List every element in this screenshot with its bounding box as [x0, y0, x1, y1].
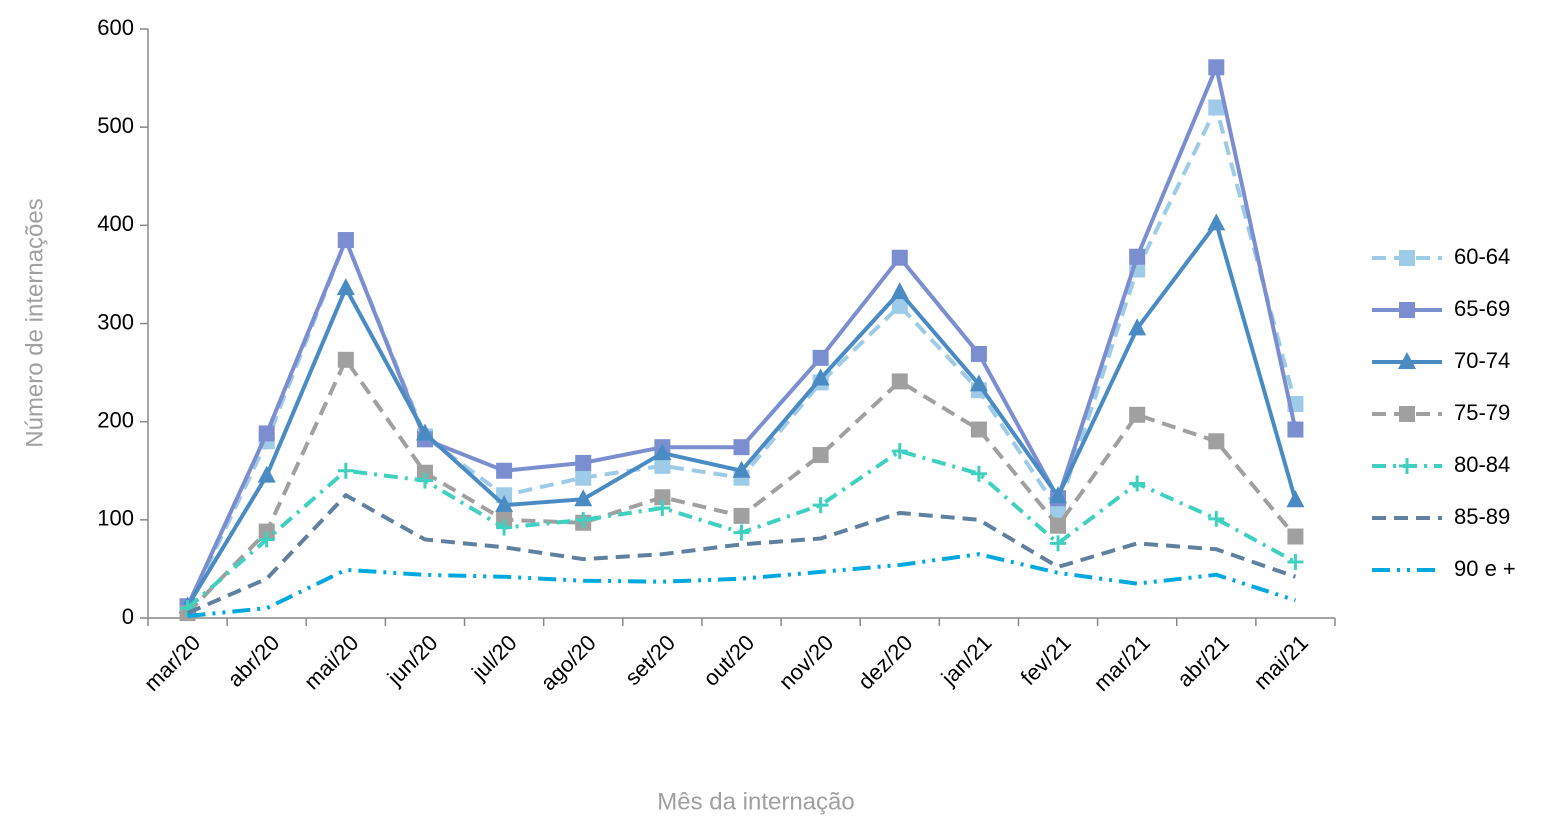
marker	[1050, 535, 1067, 552]
x-tick-label: dez/20	[853, 630, 917, 694]
x-tick-label: fev/21	[1016, 630, 1076, 690]
marker	[337, 351, 354, 368]
series	[179, 443, 1304, 617]
series-line	[186, 492, 1297, 615]
marker	[257, 465, 276, 483]
y-tick-label: 400	[97, 211, 134, 236]
x-tick-label: set/20	[620, 630, 680, 690]
legend-label: 70-74	[1454, 348, 1510, 373]
series	[187, 552, 1297, 619]
x-tick-label: mai/20	[299, 630, 363, 694]
marker	[811, 368, 830, 386]
marker	[653, 443, 672, 461]
marker	[733, 524, 750, 541]
marker	[891, 373, 908, 390]
marker	[891, 443, 908, 460]
marker	[575, 469, 592, 486]
marker	[969, 374, 988, 392]
x-tick-label: out/20	[698, 630, 759, 691]
y-tick-label: 100	[97, 506, 134, 531]
marker	[258, 531, 275, 548]
x-tick-label: mar/21	[1089, 630, 1155, 696]
marker	[891, 249, 908, 266]
series-line	[187, 552, 1297, 619]
marker	[1129, 406, 1146, 423]
marker	[1208, 510, 1225, 527]
legend-label: 90 e +	[1454, 556, 1516, 581]
marker	[179, 600, 196, 617]
marker	[1287, 528, 1304, 545]
marker	[732, 460, 751, 478]
y-tick-label: 200	[97, 407, 134, 432]
marker	[733, 439, 750, 456]
x-tick-label: nov/20	[774, 630, 838, 694]
marker	[1049, 486, 1068, 504]
x-tick-label: jul/20	[466, 630, 522, 686]
y-tick-label: 600	[97, 15, 134, 40]
marker	[1128, 318, 1147, 336]
marker	[970, 345, 987, 362]
marker	[1207, 213, 1226, 231]
marker	[891, 297, 908, 314]
series	[179, 351, 1304, 622]
marker	[1208, 59, 1225, 76]
marker	[1050, 517, 1067, 534]
y-tick-label: 500	[97, 113, 134, 138]
marker	[337, 232, 354, 249]
x-tick-label: mai/21	[1249, 630, 1313, 694]
x-tick-label: abr/21	[1172, 630, 1234, 692]
legend-label: 65-69	[1454, 296, 1510, 321]
marker	[654, 500, 671, 517]
marker	[733, 507, 750, 524]
marker	[416, 472, 433, 489]
x-axis-title: Mês da internação	[657, 788, 854, 815]
marker	[1129, 475, 1146, 492]
y-axis-title: Número de internações	[21, 198, 48, 447]
marker	[654, 457, 671, 474]
marker	[415, 423, 434, 441]
legend-marker	[1399, 250, 1415, 266]
legend-label: 75-79	[1454, 400, 1510, 425]
x-tick-label: ago/20	[536, 630, 601, 695]
marker	[890, 282, 909, 300]
series-line	[186, 355, 1297, 615]
marker	[336, 278, 355, 296]
marker	[970, 465, 987, 482]
series	[178, 213, 1305, 614]
marker	[970, 421, 987, 438]
marker	[1129, 248, 1146, 265]
y-tick-label: 300	[97, 309, 134, 334]
marker	[1208, 433, 1225, 450]
marker	[812, 349, 829, 366]
x-tick-label: abr/20	[223, 630, 285, 692]
x-tick-label: jun/20	[382, 630, 443, 691]
marker	[1287, 421, 1304, 438]
legend-marker	[1399, 458, 1415, 474]
legend-label: 60-64	[1454, 244, 1510, 269]
marker	[812, 447, 829, 464]
legend-label: 85-89	[1454, 504, 1510, 529]
marker	[575, 511, 592, 528]
marker	[496, 519, 513, 536]
legend-marker	[1399, 302, 1415, 318]
legend-marker	[1399, 406, 1415, 422]
marker	[574, 489, 593, 507]
legend-marker	[1398, 352, 1416, 369]
marker	[1287, 554, 1304, 571]
marker	[1286, 490, 1305, 508]
x-tick-label: mar/20	[139, 630, 205, 696]
marker	[496, 462, 513, 479]
x-tick-label: jan/21	[936, 630, 997, 691]
marker	[654, 489, 671, 506]
marker	[337, 462, 354, 479]
marker	[495, 495, 514, 513]
marker	[258, 425, 275, 442]
y-tick-label: 0	[122, 604, 134, 629]
marker	[575, 454, 592, 471]
series	[186, 492, 1297, 615]
legend-label: 80-84	[1454, 452, 1510, 477]
marker	[1208, 99, 1225, 116]
marker	[812, 497, 829, 514]
